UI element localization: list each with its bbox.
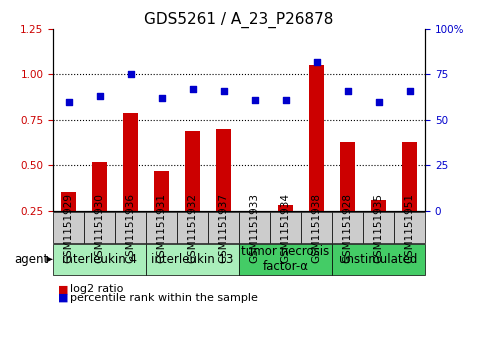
Bar — [371, 200, 386, 256]
Bar — [247, 245, 262, 256]
Point — [220, 88, 227, 94]
Text: GSM1151934: GSM1151934 — [281, 193, 291, 263]
Text: percentile rank within the sample: percentile rank within the sample — [70, 293, 258, 303]
Text: ■: ■ — [58, 284, 69, 294]
Text: GSM1151933: GSM1151933 — [250, 193, 259, 263]
Text: GSM1151936: GSM1151936 — [126, 193, 136, 263]
Text: GSM1151937: GSM1151937 — [219, 193, 228, 263]
Point — [96, 93, 103, 99]
Point — [375, 99, 383, 105]
Text: GSM1151951: GSM1151951 — [405, 193, 414, 263]
Point — [406, 88, 413, 94]
Bar — [185, 131, 200, 256]
Bar — [92, 162, 107, 256]
Text: unstimulated: unstimulated — [340, 253, 418, 266]
Bar — [402, 142, 417, 256]
Point — [313, 59, 320, 65]
Text: agent: agent — [14, 253, 48, 266]
Point — [251, 97, 258, 103]
Text: interleukin 13: interleukin 13 — [151, 253, 234, 266]
Text: tumor necrosis
factor-α: tumor necrosis factor-α — [242, 245, 330, 273]
Text: GSM1151938: GSM1151938 — [312, 193, 322, 263]
Bar — [340, 142, 355, 256]
Point — [344, 88, 352, 94]
Bar — [309, 65, 324, 256]
Title: GDS5261 / A_23_P26878: GDS5261 / A_23_P26878 — [144, 12, 334, 28]
Text: GSM1151932: GSM1151932 — [187, 193, 198, 263]
Text: GSM1151929: GSM1151929 — [64, 193, 73, 263]
Text: GSM1151928: GSM1151928 — [342, 193, 353, 263]
Text: log2 ratio: log2 ratio — [70, 284, 124, 294]
Point — [282, 97, 289, 103]
Point — [127, 72, 134, 77]
Point — [65, 99, 72, 105]
Bar — [123, 113, 138, 256]
Bar — [278, 205, 293, 256]
Text: GSM1151931: GSM1151931 — [156, 193, 167, 263]
Bar — [154, 171, 170, 256]
Point — [189, 86, 197, 92]
Point — [158, 95, 166, 101]
Text: GSM1151930: GSM1151930 — [95, 193, 105, 263]
Bar — [216, 129, 231, 256]
Bar — [61, 192, 76, 256]
Text: ■: ■ — [58, 293, 69, 303]
Text: GSM1151935: GSM1151935 — [373, 193, 384, 263]
Text: interleukin 4: interleukin 4 — [62, 253, 137, 266]
